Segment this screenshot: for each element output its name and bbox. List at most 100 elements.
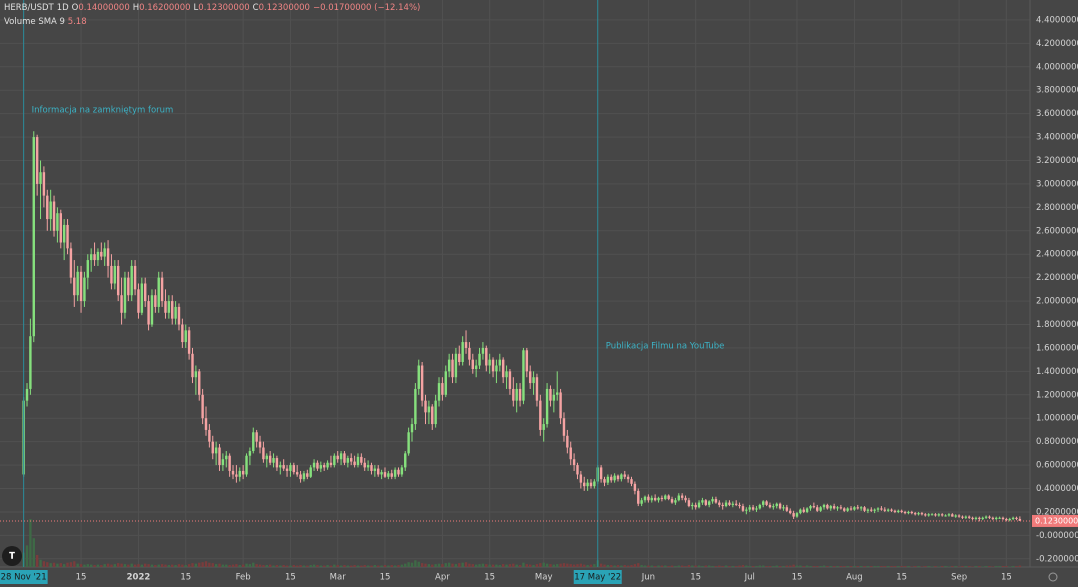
volume-bar [691,565,694,567]
candle-body [346,458,350,463]
candle-body [724,502,728,507]
candle-body [579,474,583,483]
candle-body [508,371,512,389]
candle-body [279,465,282,468]
candle-body [940,514,944,516]
volume-bar [83,564,86,567]
field-key: L [193,3,199,13]
volume-bar [100,565,103,567]
candle-body [886,509,890,511]
candle-body [775,503,778,507]
volume-bar [792,564,795,567]
volume-bar [508,564,512,567]
candle-body [370,465,373,471]
volume-bar [238,565,241,567]
volume-bar [447,562,451,567]
candle-body [930,514,934,516]
volume-bar [319,565,323,567]
volume-bar [353,565,356,567]
candle-body [620,474,623,480]
volume-bar [458,563,461,567]
volume-bar [35,555,39,567]
candle-body [235,474,238,477]
candle-body [187,330,191,354]
volume-bar [39,559,42,567]
candle-body [329,462,333,466]
candle-body [76,271,79,296]
candle-body [292,465,296,473]
volume-bar [25,545,29,567]
volume-bar [255,564,258,567]
x-tick-label: Apr [435,573,450,583]
volume-bar [707,565,711,567]
candle-body [35,137,39,184]
volume-bar [620,565,623,567]
volume-bar [660,565,664,567]
candle-body [167,301,171,313]
candle-body [171,301,174,319]
candle-body [829,506,832,509]
volume-bar [86,564,89,567]
candle-body [660,497,664,500]
volume-bar [552,564,556,567]
volume-bar [79,564,83,567]
candle-body [630,479,633,484]
volume-bar [52,562,56,567]
volume-bar [941,566,944,567]
candle-body [954,515,957,517]
candle-body [539,400,542,430]
volume-bar [748,566,751,567]
candle-body [56,213,59,231]
volume-bar [414,560,417,567]
candle-body [208,429,211,442]
volume-bar [640,565,643,567]
volume-bar [56,563,59,567]
volume-bar [974,566,978,567]
volume-bar [93,565,96,567]
candle-body [998,517,1001,519]
volume-bar [73,561,76,567]
candle-body [39,172,42,184]
candle-body [704,500,708,505]
candle-body [701,500,704,503]
candle-body [849,508,853,510]
volume-bar [1001,566,1005,567]
candle-body [377,468,380,475]
volume-bar [731,566,735,567]
volume-bar [363,565,366,567]
candle-body [150,295,154,325]
candle-body [201,394,204,419]
volume-bar [657,565,660,567]
candle-body [309,467,312,477]
volume-bar [626,565,630,567]
volume-bar [306,565,309,567]
candle-body [1015,517,1018,519]
interval: 1D [56,3,69,13]
candle-body [927,514,930,516]
candle-body [231,470,235,475]
candle-body [637,490,640,504]
y-tick-label: 3.40000000 [1036,133,1078,143]
candle-body [140,283,144,313]
volume-bar [488,564,491,567]
candle-body [488,359,491,366]
candle-body [910,511,914,514]
y-tick-label: 2.00000000 [1036,297,1078,307]
volume-bar [76,563,79,567]
candle-body [751,507,755,510]
candle-body [387,473,390,477]
volume-bar [664,565,667,567]
volume-bar [782,566,785,567]
candle-body [816,507,819,511]
candle-body [515,388,518,401]
candle-body [782,507,785,509]
volume-bar [144,563,147,567]
volume-bar [866,566,870,567]
volume-bar [758,565,762,567]
volume-bar [890,566,893,567]
volume-bar [221,564,225,567]
volume-bar [417,561,420,567]
volume-bar [96,564,100,567]
volume-bar [680,565,684,567]
